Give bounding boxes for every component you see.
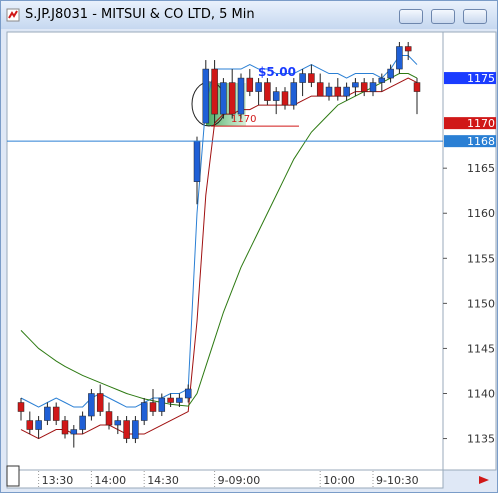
candle-body bbox=[387, 68, 394, 79]
candle-body bbox=[360, 82, 368, 92]
candle-body bbox=[105, 411, 113, 426]
candle-body bbox=[299, 73, 306, 83]
y-tick-label: 1140 bbox=[467, 387, 495, 400]
x-tick-label: 9-09:00 bbox=[218, 474, 261, 487]
candle-body bbox=[396, 46, 403, 70]
candle-body bbox=[272, 91, 280, 101]
candle-body bbox=[44, 406, 51, 421]
candle-body bbox=[369, 82, 377, 92]
y-tick-label: 1145 bbox=[467, 342, 495, 355]
candle-body bbox=[149, 402, 157, 412]
candle-body bbox=[220, 82, 227, 115]
x-tick-label: 9-10:30 bbox=[376, 474, 419, 487]
app-icon bbox=[6, 8, 20, 22]
candle-body bbox=[61, 420, 69, 435]
moving-average bbox=[20, 55, 418, 408]
moving-average bbox=[20, 77, 418, 440]
moving-average bbox=[20, 73, 418, 407]
candle-body bbox=[88, 393, 95, 417]
candle-body bbox=[114, 420, 122, 426]
price-marker-label: 1175 bbox=[467, 72, 495, 85]
candle-body bbox=[140, 402, 148, 421]
price-marker bbox=[444, 117, 496, 130]
y-tick-label: 1150 bbox=[467, 297, 495, 310]
candle-body bbox=[413, 82, 421, 92]
candle-body bbox=[378, 77, 386, 83]
scroll-arrow[interactable] bbox=[479, 476, 489, 484]
candle-body bbox=[193, 140, 201, 182]
candle-body bbox=[79, 415, 86, 430]
candle-body bbox=[264, 82, 271, 101]
x-tick-label: 14:00 bbox=[94, 474, 126, 487]
price-axis bbox=[442, 31, 497, 471]
x-tick-label: 13:30 bbox=[42, 474, 74, 487]
price-marker-label: 1168 bbox=[467, 135, 495, 148]
candle-body bbox=[325, 86, 333, 97]
candle-body bbox=[343, 86, 350, 97]
candle-body bbox=[176, 397, 183, 403]
x-tick-label: 10:00 bbox=[323, 474, 355, 487]
candle-body bbox=[123, 420, 130, 439]
candle-body bbox=[70, 429, 78, 435]
price-marker bbox=[444, 72, 496, 85]
candle-body bbox=[255, 82, 262, 92]
candle-body bbox=[281, 91, 289, 106]
chart: 1135 1140 1145 1150 1155 1160 1165 13:30 14:00 14… bbox=[6, 31, 497, 489]
candle-body bbox=[17, 402, 25, 412]
candle-body bbox=[158, 397, 166, 412]
candle-body bbox=[404, 46, 412, 52]
x-tick-label: 14:30 bbox=[147, 474, 179, 487]
candle-body bbox=[316, 82, 324, 97]
candle-body bbox=[237, 77, 245, 115]
y-tick-label: 1165 bbox=[467, 162, 495, 175]
minimize-button[interactable] bbox=[399, 9, 423, 24]
candle-body bbox=[352, 82, 359, 88]
candle-body bbox=[167, 397, 174, 403]
candle-body bbox=[228, 82, 236, 115]
close-button[interactable] bbox=[463, 9, 487, 24]
candle-body bbox=[202, 68, 210, 124]
price-marker-label: 1170 bbox=[467, 117, 495, 130]
y-tick-label: 1135 bbox=[467, 433, 495, 446]
candle-body bbox=[246, 77, 254, 92]
candle-body bbox=[334, 86, 342, 97]
candle-body bbox=[35, 420, 42, 430]
maximize-button[interactable] bbox=[431, 9, 455, 24]
annotation: $5.00 bbox=[258, 65, 296, 79]
title-bar: S.JP.J8031 - MITSUI & CO LTD, 5 Min bbox=[1, 1, 497, 29]
candle-body bbox=[132, 420, 139, 439]
corner-box bbox=[6, 465, 20, 487]
candle-body bbox=[290, 82, 298, 106]
candle-body bbox=[52, 406, 60, 421]
y-tick-label: 1160 bbox=[467, 207, 495, 220]
window-title: S.JP.J8031 - MITSUI & CO LTD, 5 Min bbox=[25, 7, 255, 22]
candle-body bbox=[211, 68, 218, 115]
y-tick-label: 1155 bbox=[467, 252, 495, 265]
candle-body bbox=[184, 388, 192, 399]
candle-body bbox=[96, 393, 104, 412]
candle-body bbox=[308, 73, 315, 83]
price-marker bbox=[444, 135, 496, 148]
level-label: 1170 bbox=[231, 114, 256, 125]
candle-body bbox=[26, 420, 34, 430]
